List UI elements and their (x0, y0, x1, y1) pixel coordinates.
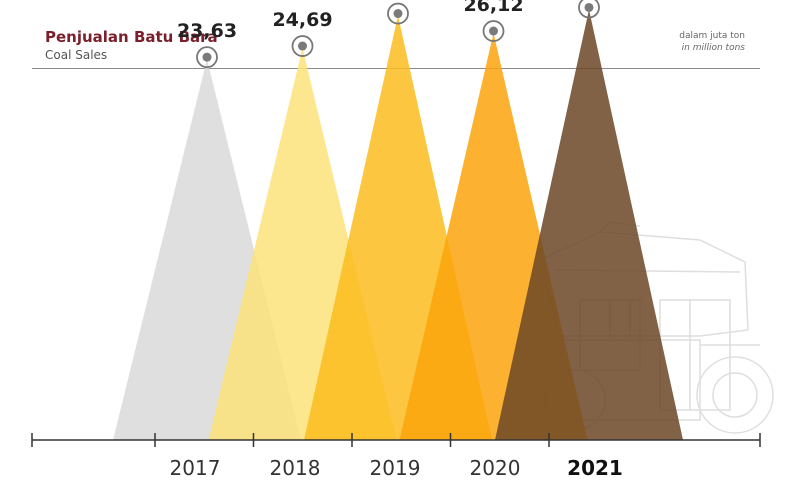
triangle-bar-2021 (495, 9, 683, 441)
tick-label-2017: 2017 (170, 456, 221, 480)
point-ring-2021 (578, 0, 600, 19)
chart-subtitle: Coal Sales (45, 48, 108, 62)
point-dot-2021 (584, 2, 594, 12)
value-label-2020: 26,12 (463, 0, 523, 16)
point-dot-2017 (202, 52, 212, 62)
point-ring-2018 (291, 35, 314, 57)
unit-note-id: dalam juta ton (679, 31, 745, 41)
point-ring-2020 (482, 20, 505, 42)
point-dot-2020 (489, 26, 498, 36)
point-dot-2018 (298, 41, 307, 51)
tick-label-2018: 2018 (270, 456, 321, 480)
tick-label-2021: 2021 (567, 456, 623, 480)
tick-label-2020: 2020 (470, 456, 521, 480)
unit-note-en: in million tons (681, 43, 745, 53)
value-label-2017: 23,63 (177, 20, 237, 42)
value-label-2018: 24,69 (272, 9, 332, 31)
point-ring-2019 (387, 2, 409, 25)
tick-label-2019: 2019 (370, 456, 421, 480)
x-axis: 2017 2018 2019 2020 2021 (31, 433, 761, 480)
point-dot-2019 (393, 9, 403, 19)
chart-title: Penjualan Batu Bara (45, 28, 218, 46)
point-ring-2017 (196, 46, 218, 69)
unit-note: dalam juta ton in million tons (679, 30, 745, 54)
